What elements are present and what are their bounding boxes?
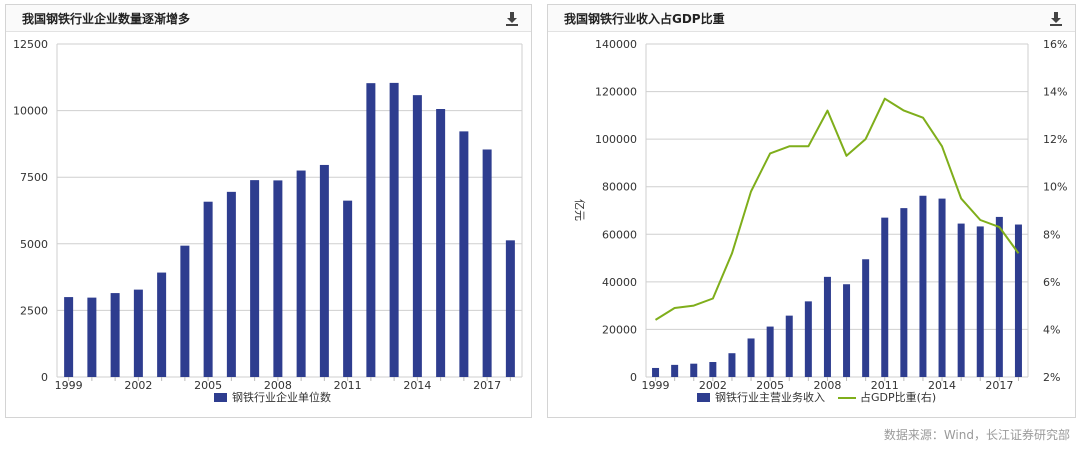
- bar: [766, 326, 774, 377]
- legend-label-bar: 钢铁行业主营业务收入: [715, 390, 825, 404]
- bar: [728, 353, 736, 377]
- panel-title: 我国钢铁行业企业数量逐渐增多: [22, 12, 191, 26]
- bar: [671, 364, 679, 377]
- bar: [226, 191, 236, 377]
- bar: [652, 367, 660, 377]
- bar: [296, 170, 306, 377]
- download-icon[interactable]: [1049, 11, 1063, 26]
- y-tick-label-left: 60000: [602, 228, 637, 241]
- bar: [995, 216, 1003, 377]
- panel-header: 我国钢铁行业企业数量逐渐增多: [6, 5, 531, 32]
- y-tick-label: 10000: [13, 105, 48, 118]
- y-tick-label: 2500: [20, 304, 48, 317]
- y-tick-label-right: 6%: [1043, 276, 1060, 289]
- x-tick-label: 2008: [264, 379, 292, 392]
- x-tick-label: 2002: [699, 379, 727, 392]
- x-tick-label: 2008: [813, 379, 841, 392]
- bar: [690, 363, 698, 377]
- bar: [862, 259, 870, 377]
- x-tick-label: 1999: [642, 379, 670, 392]
- x-tick-label: 2005: [194, 379, 222, 392]
- bar: [1014, 224, 1022, 377]
- bar: [843, 284, 851, 377]
- bar: [203, 201, 213, 377]
- y-tick-label: 0: [41, 371, 48, 384]
- y-tick-label-left: 40000: [602, 276, 637, 289]
- y-tick-label-right: 16%: [1043, 38, 1067, 51]
- bar: [87, 297, 97, 377]
- y-tick-label: 12500: [13, 38, 48, 51]
- bar: [976, 226, 984, 377]
- bar: [900, 208, 908, 377]
- panel-header: 我国钢铁行业收入占GDP比重: [548, 5, 1075, 32]
- y-tick-label-right: 14%: [1043, 86, 1067, 99]
- bar: [436, 109, 446, 378]
- y-tick-label-right: 8%: [1043, 228, 1060, 241]
- bar: [366, 83, 376, 377]
- bar: [343, 200, 353, 377]
- y-tick-label-left: 20000: [602, 323, 637, 336]
- bar: [804, 301, 812, 377]
- y-tick-label: 5000: [20, 238, 48, 251]
- bar: [482, 149, 492, 377]
- bar: [919, 195, 927, 377]
- y-tick-label-right: 10%: [1043, 181, 1067, 194]
- bar: [319, 164, 329, 377]
- bar: [389, 82, 399, 377]
- y-tick-label-left: 120000: [595, 86, 637, 99]
- y-tick-label-left: 140000: [595, 38, 637, 51]
- bar: [273, 180, 283, 377]
- bar: [180, 245, 190, 377]
- y-tick-label-left: 100000: [595, 133, 637, 146]
- y-tick-label-right: 2%: [1043, 371, 1060, 384]
- y-tick-label: 7500: [20, 171, 48, 184]
- bar: [747, 338, 755, 377]
- x-tick-label: 2005: [756, 379, 784, 392]
- bar: [157, 272, 167, 377]
- bar: [250, 180, 260, 377]
- legend-label: 钢铁行业企业单位数: [232, 390, 331, 404]
- bar: [785, 315, 793, 377]
- bar: [110, 293, 120, 377]
- bar: [957, 223, 965, 377]
- y-axis-title-left: 亿元: [573, 199, 586, 221]
- x-tick-label: 2014: [403, 379, 431, 392]
- x-tick-label: 1999: [55, 379, 83, 392]
- legend-swatch-bar: [697, 393, 710, 402]
- bar: [823, 276, 831, 377]
- download-icon[interactable]: [505, 11, 519, 26]
- x-tick-label: 2017: [473, 379, 501, 392]
- y-tick-label-right: 4%: [1043, 323, 1060, 336]
- bar: [133, 289, 143, 377]
- x-tick-label: 2014: [928, 379, 956, 392]
- legend-label-line: 占GDP比重(右): [860, 390, 936, 404]
- legend-swatch: [214, 393, 227, 402]
- bar: [505, 240, 515, 377]
- bar: [938, 198, 946, 377]
- bar: [459, 131, 469, 377]
- bar: [64, 297, 74, 377]
- y-tick-label-left: 0: [630, 371, 637, 384]
- x-tick-label: 2017: [985, 379, 1013, 392]
- series-line-gdp-share: [654, 97, 1020, 321]
- bar: [412, 95, 422, 377]
- y-tick-label-left: 80000: [602, 181, 637, 194]
- bar: [881, 217, 889, 377]
- bar: [709, 362, 717, 377]
- source-note: 数据来源：Wind，长江证券研究部: [883, 428, 1070, 442]
- x-tick-label: 2002: [124, 379, 152, 392]
- x-tick-label: 2011: [871, 379, 899, 392]
- y-tick-label-right: 12%: [1043, 133, 1067, 146]
- panel-title: 我国钢铁行业收入占GDP比重: [564, 12, 725, 26]
- x-tick-label: 2011: [334, 379, 362, 392]
